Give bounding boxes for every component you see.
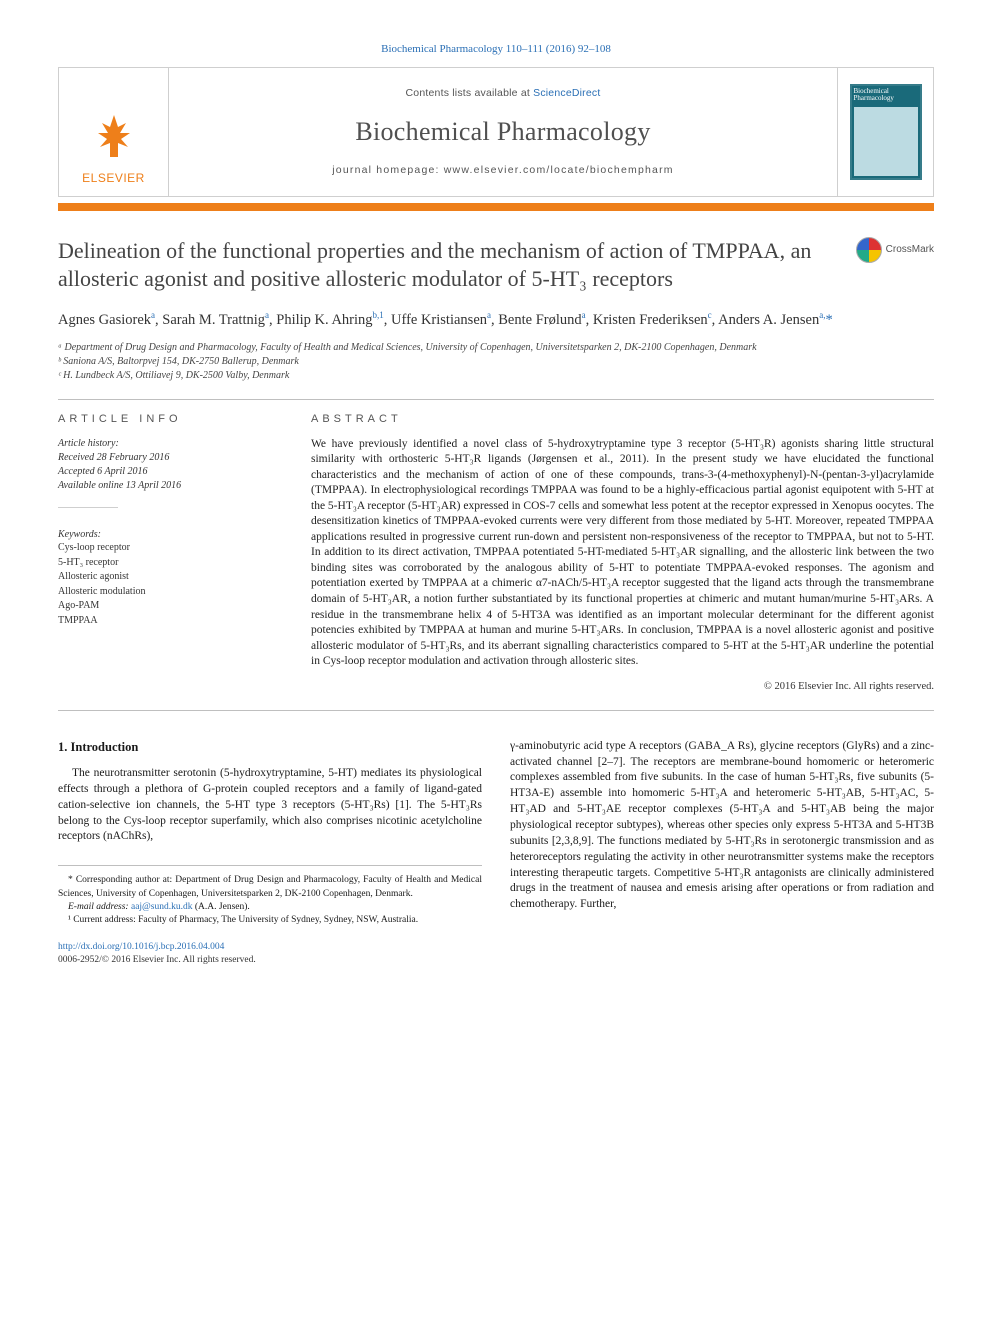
accepted-date: Accepted 6 April 2016 [58,465,283,479]
crossmark-badge[interactable]: CrossMark [856,237,934,263]
elsevier-tree-icon [91,110,137,166]
intro-para-left: The neurotransmitter serotonin (5-hydrox… [58,766,482,845]
journal-homepage: journal homepage: www.elsevier.com/locat… [332,163,673,177]
keyword: 5-HT₃ receptor [58,556,283,571]
running-citation: Biochemical Pharmacology 110–111 (2016) … [58,42,934,57]
keyword: Allosteric agonist [58,570,283,585]
history-label: Article history: [58,437,283,451]
accent-bar [58,203,934,211]
email-link[interactable]: aaj@sund.ku.dk [131,902,193,912]
affiliation-b: ᵇ Saniona A/S, Baltorpvej 154, DK-2750 B… [58,355,934,369]
homepage-url[interactable]: www.elsevier.com/locate/biochempharm [444,164,674,176]
intro-heading: 1. Introduction [58,739,482,756]
abstract-heading: ABSTRACT [311,412,934,427]
citation-link[interactable]: Biochemical Pharmacology 110–111 (2016) … [381,43,611,55]
intro-para-right: γ-aminobutyric acid type A receptors (GA… [510,739,934,913]
keywords-label: Keywords: [58,528,283,542]
authors-line: Agnes Gasioreka, Sarah M. Trattniga, Phi… [58,309,934,331]
journal-title: Biochemical Pharmacology [355,114,650,149]
contents-available-line: Contents lists available at ScienceDirec… [406,86,601,100]
affiliation-c: ᶜ H. Lundbeck A/S, Ottiliavej 9, DK-2500… [58,369,934,383]
publisher-box: ELSEVIER [59,68,169,196]
keyword: Cys-loop receptor [58,541,283,556]
page-footer: http://dx.doi.org/10.1016/j.bcp.2016.04.… [58,941,934,967]
received-date: Received 28 February 2016 [58,451,283,465]
divider [58,710,934,711]
keyword: Allosteric modulation [58,585,283,600]
crossmark-icon [856,237,882,263]
email-line: E-mail address: aaj@sund.ku.dk (A.A. Jen… [58,901,482,914]
sciencedirect-link[interactable]: ScienceDirect [533,87,600,99]
article-info-heading: ARTICLE INFO [58,412,283,427]
info-divider [58,507,118,508]
affiliations: ᵃ Department of Drug Design and Pharmaco… [58,341,934,383]
article-title: Delineation of the functional properties… [58,237,842,293]
publisher-name: ELSEVIER [82,170,145,186]
cover-title-text: Biochemical Pharmacology [854,88,918,103]
masthead: ELSEVIER Contents lists available at Sci… [58,67,934,197]
abstract-text: We have previously identified a novel cl… [311,437,934,670]
divider [58,399,934,400]
current-address-note: ¹ Current address: Faculty of Pharmacy, … [58,914,482,927]
keyword: Ago-PAM [58,599,283,614]
issn-copyright: 0006-2952/© 2016 Elsevier Inc. All right… [58,955,256,965]
keyword: TMPPAA [58,614,283,629]
online-date: Available online 13 April 2016 [58,479,283,493]
corresponding-author-note: * Corresponding author at: Department of… [58,874,482,901]
doi-link[interactable]: http://dx.doi.org/10.1016/j.bcp.2016.04.… [58,942,224,952]
crossmark-label: CrossMark [886,243,934,257]
cover-thumbnail: Biochemical Pharmacology [837,68,933,196]
keywords-list: Cys-loop receptor 5-HT₃ receptor Alloste… [58,541,283,628]
abstract-copyright: © 2016 Elsevier Inc. All rights reserved… [311,680,934,694]
affiliation-a: ᵃ Department of Drug Design and Pharmaco… [58,341,934,355]
